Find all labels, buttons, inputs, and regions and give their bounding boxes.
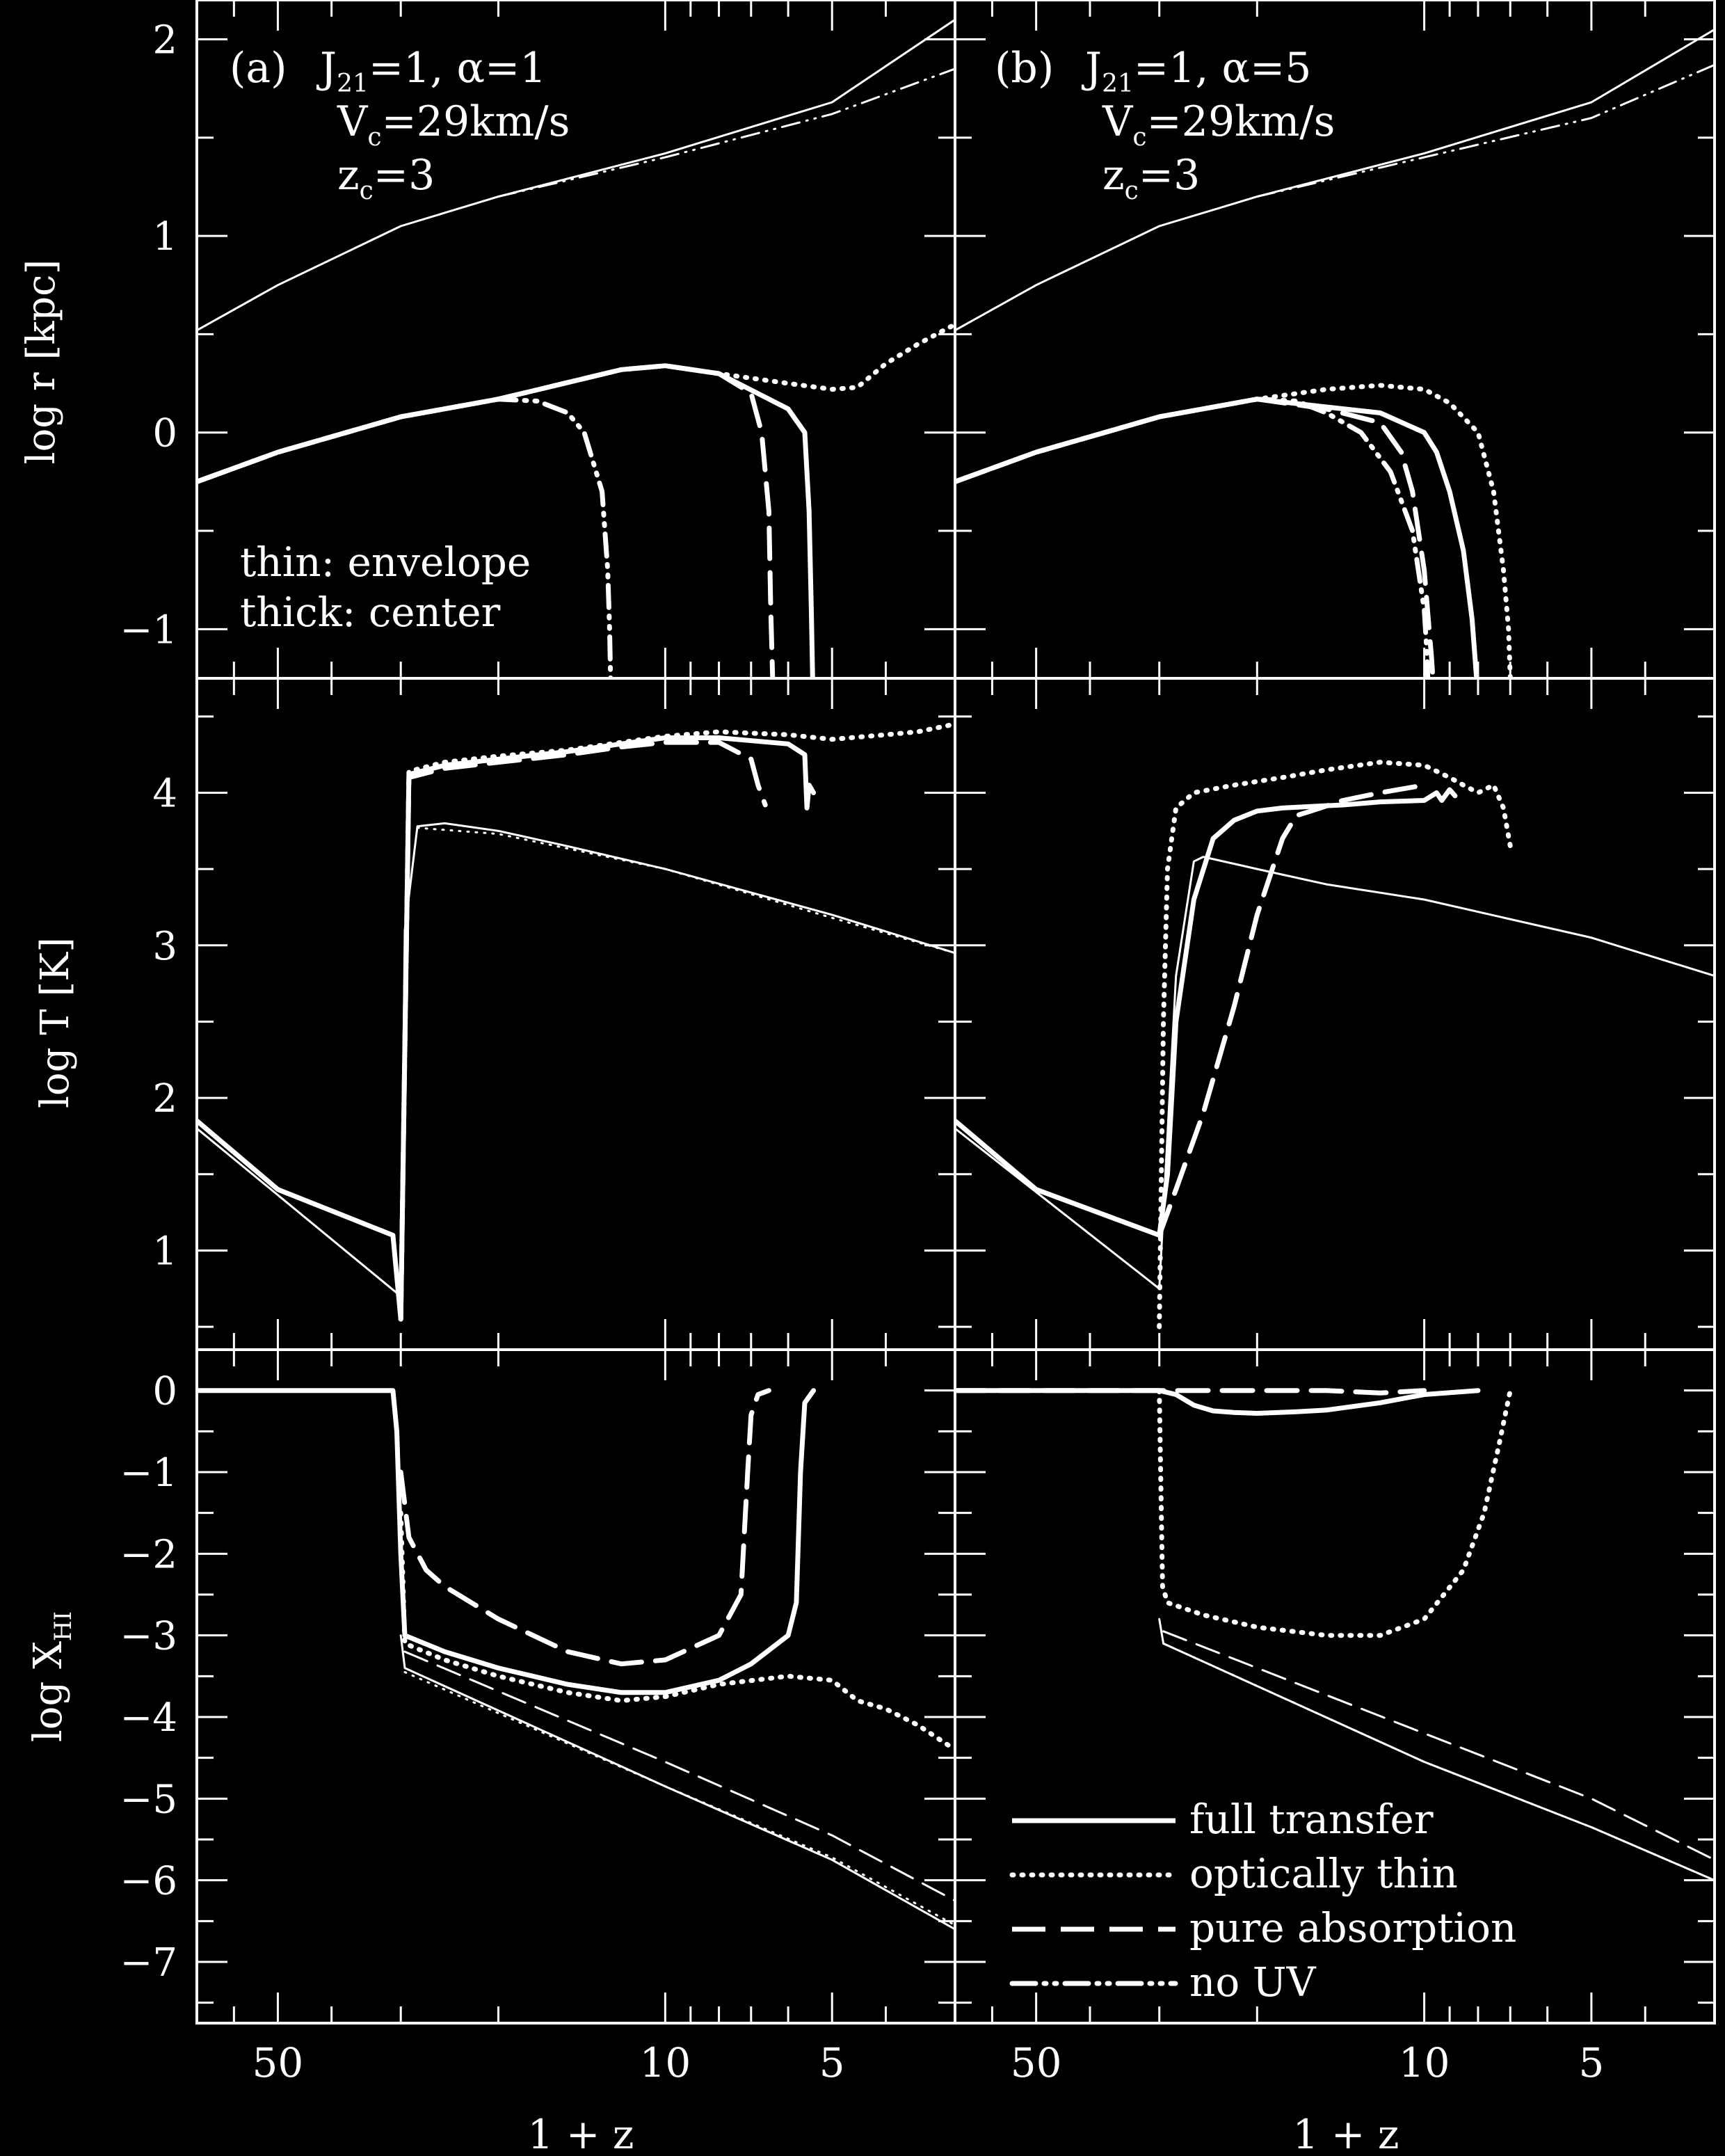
y-tick-label: −6 <box>120 1859 177 1904</box>
legend-label-optically-thin: optically thin <box>1189 1850 1458 1897</box>
y-tick-label: 0 <box>152 1369 177 1414</box>
series-full-transfer-envelope-panel-a <box>197 822 955 1297</box>
x-tick-label: 5 <box>1578 2039 1604 2086</box>
y-tick-label: 2 <box>152 1076 177 1121</box>
series-optically-thin-envelope-panel-a <box>416 827 955 955</box>
panel-b-tag: (b) <box>995 44 1054 93</box>
y-tick-labels: −1 0 1 2 1 2 3 4 0 −1 −2 −3 −4 −5 −6 −7 <box>120 18 177 1986</box>
series-full-transfer-center-panel-a <box>197 735 817 1322</box>
panel-b-line1: J21=1, α=5 <box>1081 44 1311 98</box>
ylabel-log-t: log T [K] <box>33 937 78 1108</box>
x-tick-label: 50 <box>252 2039 304 2086</box>
x-tick-label: 50 <box>1011 2039 1062 2086</box>
legend: full transfer optically thin pure absorp… <box>1009 1796 1516 2006</box>
series-optically-thin-center-panel-a <box>398 721 955 1322</box>
ylabel-log-xhi: log XHI <box>26 1611 77 1742</box>
series-optically-thin-center-panel-a <box>398 1510 955 1752</box>
series-full-transfer-center-panel-b <box>955 1388 1481 1416</box>
y-tick-label: 4 <box>152 771 177 816</box>
series-optically-thin-envelope-panel-a <box>403 1671 955 1926</box>
panel-frame-r2-c1 <box>954 1348 1716 2025</box>
data-curves <box>197 18 1715 1931</box>
series-optically-thin-center-panel-b <box>1157 1388 1513 1638</box>
series-pure-absorption-center-panel-b <box>955 1388 1427 1396</box>
panel-frames <box>195 0 1716 2025</box>
series-pure-absorption-center-panel-a <box>398 1388 771 1667</box>
legend-label-no-uv: no UV <box>1189 1958 1317 2006</box>
panel-a-tag: (a) <box>230 44 287 93</box>
xlabel-left: 1 + z <box>528 2111 634 2156</box>
series-optically-thin-center-panel-b <box>1157 760 1513 1329</box>
legend-label-full-transfer: full transfer <box>1189 1796 1434 1843</box>
note-thin-envelope: thin: envelope <box>240 538 531 586</box>
series-pure-absorption-center-panel-a <box>197 363 776 678</box>
ylabel-log-r: log r [kpc] <box>19 259 64 465</box>
series-no-uv-center-panel-b <box>955 397 1431 678</box>
y-tick-label: −4 <box>120 1695 177 1741</box>
y-tick-label: 1 <box>152 214 177 259</box>
y-tick-label: −2 <box>120 1532 177 1577</box>
ylabel-log-xhi-text: log XHI <box>26 1611 77 1742</box>
xlabel-right: 1 + z <box>1293 2111 1399 2156</box>
series-full-transfer-envelope-panel-b <box>955 856 1715 1290</box>
x-tick-label: 10 <box>639 2039 691 2086</box>
y-tick-label: 0 <box>152 411 177 456</box>
y-tick-label: −1 <box>120 1451 177 1496</box>
series-no-uv-envelope-panel-a <box>497 67 955 198</box>
x-tick-label: 10 <box>1399 2039 1450 2086</box>
series-pure-absorption-center-panel-b <box>1157 783 1427 1238</box>
y-tick-label: −1 <box>120 607 177 653</box>
series-pure-absorption-envelope-panel-b <box>1162 1630 1715 1861</box>
series-no-uv-center-panel-a <box>197 397 613 678</box>
panel-a-line3: zc=3 <box>337 151 435 205</box>
y-tick-label: 2 <box>152 18 177 63</box>
y-tick-label: −5 <box>120 1777 177 1822</box>
y-tick-label: 1 <box>152 1229 177 1274</box>
y-tick-label: −3 <box>120 1614 177 1659</box>
panel-b-line3: zc=3 <box>1102 151 1200 205</box>
y-tick-label: 3 <box>152 924 177 969</box>
x-tick-labels: 50 10 5 50 10 5 <box>252 2039 1605 2086</box>
series-pure-absorption-envelope-panel-a <box>403 1650 955 1902</box>
axis-ticks <box>195 0 1716 2023</box>
x-tick-label: 5 <box>819 2039 845 2086</box>
panel-a-line2: Vc=29km/s <box>337 97 570 152</box>
series-no-uv-envelope-panel-b <box>1255 63 1715 198</box>
series-optically-thin-envelope-panel-b <box>1162 1642 1715 1882</box>
series-full-transfer-center-panel-b <box>955 787 1458 1238</box>
note-thick-center: thick: center <box>240 589 501 636</box>
y-tick-label: −7 <box>120 1940 177 1986</box>
legend-label-pure-absorption: pure absorption <box>1189 1904 1516 1951</box>
series-pure-absorption-center-panel-a <box>398 740 768 1322</box>
